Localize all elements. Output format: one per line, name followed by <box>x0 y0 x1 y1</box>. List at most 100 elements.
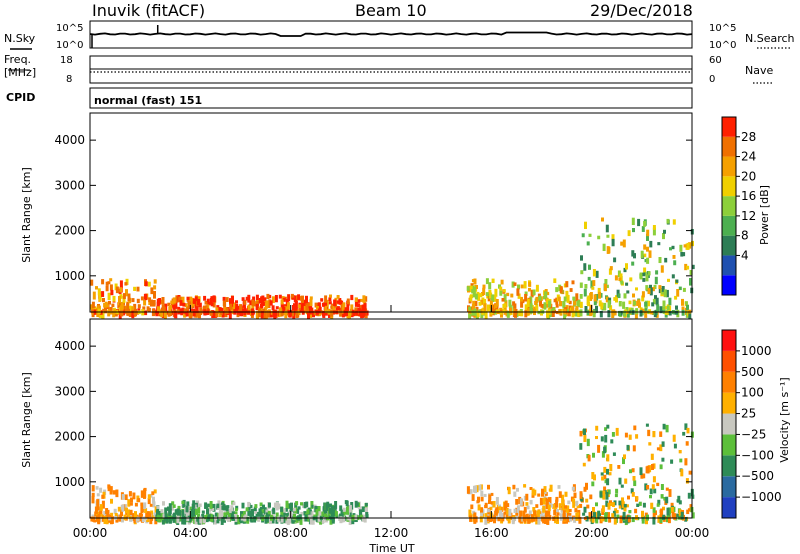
scatter-cell <box>547 307 551 315</box>
scatter-cell <box>647 271 651 276</box>
scatter-cell <box>137 308 141 312</box>
scatter-cell <box>635 287 638 291</box>
scatter-cell <box>488 282 492 290</box>
scatter-cell <box>669 247 672 251</box>
scatter-cell <box>630 488 634 494</box>
scatter-cell <box>346 303 350 311</box>
scatter-cell <box>528 281 532 287</box>
scatter-cell <box>296 508 300 514</box>
scatter-cell <box>680 469 684 477</box>
scatter-cell <box>321 517 325 524</box>
scatter-cell <box>181 500 185 504</box>
scatter-cell <box>603 283 607 292</box>
scatter-cell <box>618 310 621 317</box>
scatter-cell <box>525 502 529 506</box>
scatter-cell <box>606 234 610 238</box>
scatter-cell <box>168 306 172 314</box>
velocity-colorbar-label: Velocity [m s⁻¹] <box>778 377 791 462</box>
scatter-cell <box>513 282 517 286</box>
scatter-cell <box>117 302 121 309</box>
scatter-cell <box>635 434 639 439</box>
scatter-cell <box>468 311 472 319</box>
scatter-cell <box>506 311 510 318</box>
scatter-cell <box>321 311 325 316</box>
scatter-cell <box>262 504 265 510</box>
scatter-cell <box>261 516 265 521</box>
scatter-cell <box>557 296 561 302</box>
scatter-cell <box>124 494 128 501</box>
cpid-label: CPID <box>6 91 35 104</box>
scatter-cell <box>647 300 650 307</box>
scatter-cell <box>108 300 111 305</box>
scatter-cell <box>572 502 576 508</box>
scatter-cell <box>181 297 184 302</box>
scatter-cell <box>684 263 688 271</box>
scatter-cell <box>315 515 319 522</box>
scatter-cell <box>523 506 527 513</box>
scatter-cell <box>649 240 653 248</box>
scatter-cell <box>552 504 556 509</box>
scatter-cell <box>118 296 121 303</box>
scatter-cell <box>189 296 193 305</box>
scatter-cell <box>652 431 656 438</box>
scatter-cell <box>475 285 478 290</box>
scatter-cell <box>531 488 535 496</box>
scatter-cell <box>255 311 259 318</box>
scatter-cell <box>477 293 481 301</box>
scatter-cell <box>280 509 284 517</box>
scatter-cell <box>201 513 205 518</box>
scatter-cell <box>152 300 156 305</box>
scatter-cell <box>610 439 614 444</box>
scatter-cell <box>494 288 498 297</box>
scatter-cell <box>209 297 213 305</box>
scatter-cell <box>613 500 617 506</box>
scatter-cell <box>601 476 605 481</box>
scatter-cell <box>207 503 211 509</box>
scatter-cell <box>205 517 209 523</box>
scatter-cell <box>495 299 499 307</box>
scatter-cell <box>619 515 623 524</box>
scatter-cell <box>234 508 238 512</box>
scatter-cell <box>206 298 210 303</box>
scatter-cell <box>516 505 520 513</box>
scatter-cell <box>513 303 517 309</box>
scatter-cell <box>576 505 580 509</box>
scatter-cell <box>652 507 656 513</box>
scatter-cell <box>491 304 495 313</box>
scatter-cell <box>606 424 610 429</box>
scatter-cell <box>183 308 187 313</box>
scatter-cell <box>213 516 217 525</box>
scatter-cell <box>278 307 282 312</box>
scatter-cell <box>644 305 648 312</box>
scatter-cell <box>565 308 569 312</box>
scatter-cell <box>645 285 649 291</box>
scatter-cell <box>253 506 257 512</box>
scatter-cell <box>633 300 636 306</box>
scatter-cell <box>101 516 105 522</box>
scatter-cell <box>240 310 244 317</box>
scatter-cell <box>526 310 530 315</box>
scatter-cell <box>126 303 130 311</box>
scatter-cell <box>559 301 562 307</box>
scatter-cell <box>599 491 603 497</box>
scatter-cell <box>529 296 533 305</box>
scatter-cell <box>653 310 657 318</box>
scatter-cell <box>107 484 111 489</box>
scatter-cell <box>136 286 140 292</box>
scatter-cell <box>301 295 304 304</box>
scatter-cell <box>235 300 238 304</box>
scatter-cell <box>525 493 529 501</box>
scatter-cell <box>537 493 541 497</box>
scatter-cell <box>500 279 504 285</box>
scatter-cell <box>278 311 282 317</box>
noise-sky-label: N.Sky <box>4 32 36 45</box>
scatter-cell <box>228 311 232 319</box>
scatter-cell <box>673 513 677 519</box>
scatter-cell <box>301 310 305 315</box>
scatter-cell <box>218 511 222 520</box>
scatter-cell <box>573 516 577 523</box>
scatter-cell <box>225 505 229 512</box>
scatter-cell <box>684 301 688 305</box>
scatter-cell <box>586 297 590 306</box>
scatter-cell <box>148 301 152 306</box>
